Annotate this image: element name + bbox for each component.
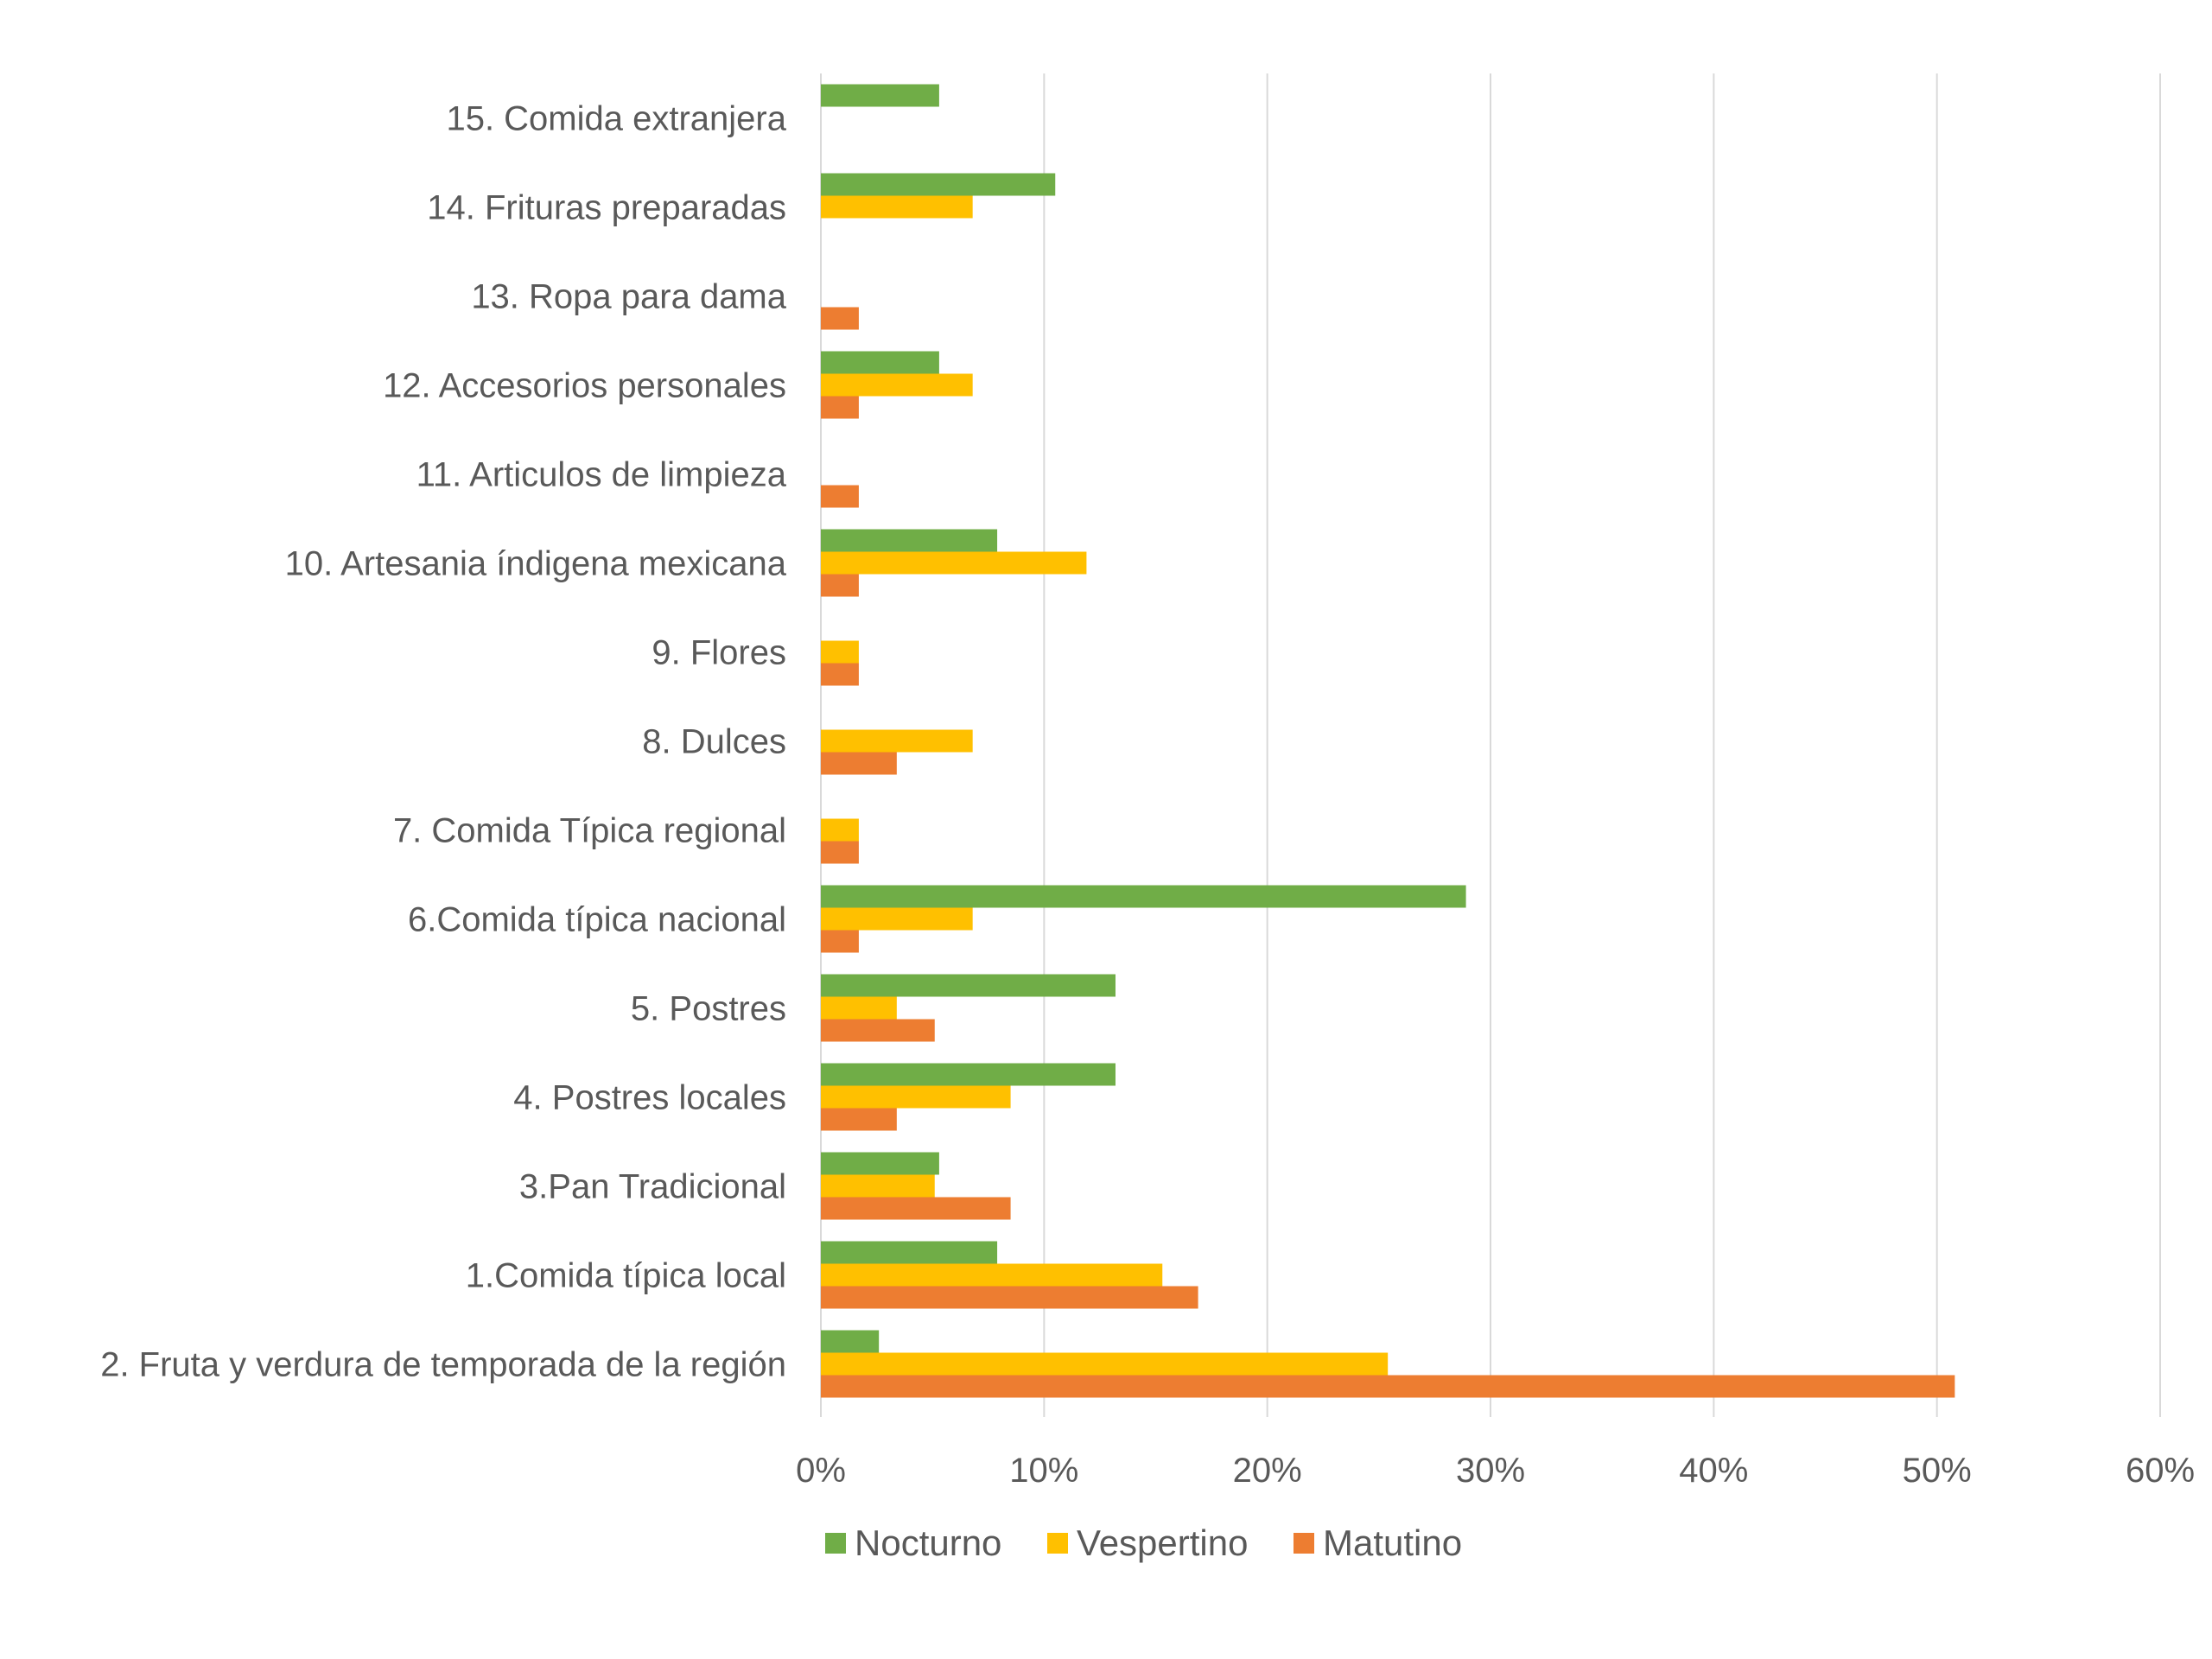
bar	[821, 729, 973, 753]
bar	[821, 885, 1466, 908]
bar	[821, 396, 859, 419]
category-label: 1.Comida típica local	[466, 1257, 786, 1295]
x-axis-tick-labels: 0% 10% 20% 30% 40% 50% 60%	[796, 1452, 2195, 1490]
gridlines	[820, 73, 2161, 1417]
category-label: 3.Pan Tradicional	[519, 1168, 786, 1206]
bar	[821, 574, 859, 597]
bar	[821, 640, 859, 664]
bar	[821, 1375, 1955, 1398]
x-tick-label: 40%	[1679, 1452, 1748, 1490]
category-label: 14. Frituras preparadas	[427, 189, 786, 227]
category-label: 12. Accesorios personales	[383, 367, 786, 405]
bar	[821, 373, 973, 397]
bar	[821, 1108, 897, 1131]
legend-swatch	[1047, 1533, 1068, 1554]
category-label: 13. Ropa para dama	[471, 278, 786, 316]
category-label: 6.Comida típica nacional	[408, 901, 786, 939]
bar	[821, 974, 1116, 997]
bar	[821, 1330, 880, 1353]
bar	[821, 1085, 1011, 1109]
bar	[821, 818, 859, 842]
x-tick-label: 60%	[2126, 1452, 2195, 1490]
bar	[821, 1197, 1011, 1220]
category-label: 4. Postres locales	[513, 1079, 786, 1117]
bar	[821, 996, 897, 1020]
bar	[821, 752, 897, 775]
bar	[821, 907, 973, 931]
x-tick-label: 10%	[1009, 1452, 1078, 1490]
bar	[821, 351, 939, 374]
category-label: 11. Articulos de limpieza	[416, 456, 787, 494]
legend-label: Vespertino	[1077, 1522, 1248, 1563]
bar	[821, 1352, 1389, 1376]
x-tick-label: 50%	[1903, 1452, 1972, 1490]
legend-swatch	[825, 1533, 846, 1554]
category-label: 2. Fruta y verdura de temporada de la re…	[100, 1346, 786, 1384]
category-label: 8. Dulces	[642, 723, 786, 761]
category-label: 5. Postres	[631, 990, 786, 1028]
bar	[821, 195, 973, 219]
bar	[821, 841, 859, 864]
category-labels: 15. Comida extranjera 14. Frituras prepar…	[100, 100, 787, 1384]
legend-swatch	[1294, 1533, 1314, 1554]
bars	[821, 84, 1955, 1398]
x-tick-label: 30%	[1456, 1452, 1525, 1490]
bar	[821, 1241, 998, 1264]
bar	[821, 663, 859, 686]
bar	[821, 551, 1087, 575]
bar	[821, 1063, 1116, 1086]
bar	[821, 84, 939, 107]
bar	[821, 307, 859, 330]
bar	[821, 1286, 1198, 1309]
legend-label: Nocturno	[855, 1522, 1001, 1563]
bar	[821, 1263, 1163, 1287]
bar	[821, 1174, 935, 1198]
bar	[821, 529, 998, 552]
category-label: 7. Comida Típica regional	[393, 812, 786, 850]
legend-label: Matutino	[1323, 1522, 1462, 1563]
category-label: 10. Artesania índigena mexicana	[285, 545, 787, 583]
bar	[821, 1019, 935, 1042]
bar	[821, 485, 859, 508]
legend: Nocturno Vespertino Matutino	[825, 1522, 1462, 1563]
bar	[821, 173, 1056, 196]
bar	[821, 930, 859, 953]
x-tick-label: 0%	[796, 1452, 846, 1490]
x-tick-label: 20%	[1233, 1452, 1302, 1490]
bar	[821, 1152, 939, 1175]
category-label: 9. Flores	[652, 634, 786, 672]
category-label: 15. Comida extranjera	[446, 100, 786, 138]
